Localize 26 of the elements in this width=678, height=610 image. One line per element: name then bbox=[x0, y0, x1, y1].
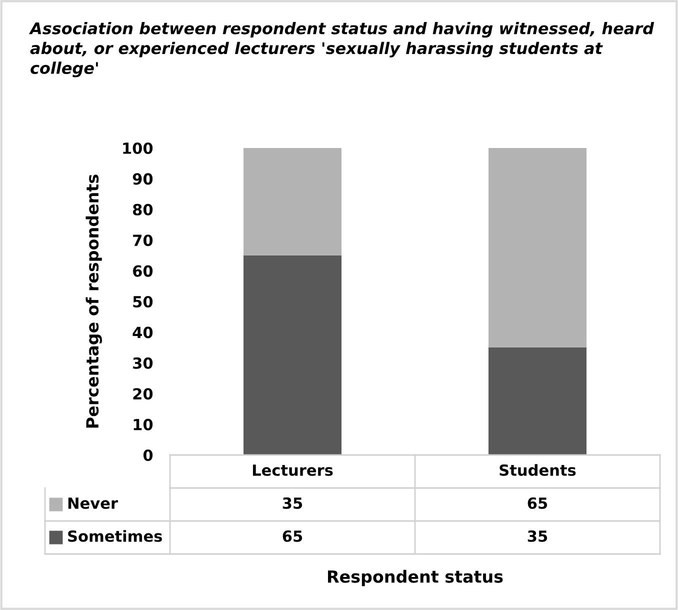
y-tick-label: 60 bbox=[133, 265, 153, 277]
y-tick-label: 70 bbox=[133, 234, 153, 246]
chart-title: Association between respondent status and having witnessed, heard about, or experienced lecturers 'sexually harassing students at college' bbox=[28, 22, 654, 78]
x-tick-label: Lecturers bbox=[252, 464, 333, 476]
y-tick-label: 90 bbox=[132, 173, 153, 185]
legend-label: Never bbox=[68, 498, 118, 509]
text: Respondent status bbox=[328, 570, 503, 586]
y-tick-label: 50 bbox=[133, 296, 153, 308]
x-tick-label: Students bbox=[500, 464, 576, 476]
y-tick-label: 80 bbox=[133, 204, 153, 216]
data-label: 65 bbox=[282, 530, 302, 542]
bar bbox=[488, 348, 586, 455]
bar bbox=[488, 148, 586, 348]
data-label: 35 bbox=[282, 497, 302, 509]
legend-label: Sometimes bbox=[68, 530, 162, 542]
y-tick-label: 0 bbox=[143, 449, 153, 462]
y-tick-label: 40 bbox=[132, 326, 153, 338]
y-tick-label: 30 bbox=[133, 357, 153, 369]
data-label: 35 bbox=[528, 530, 548, 542]
data-label: 65 bbox=[528, 497, 548, 509]
bar bbox=[244, 255, 342, 455]
y-tick-label: 100 bbox=[123, 142, 153, 154]
y-axis-title: Percentage of respondents bbox=[86, 174, 102, 428]
bar bbox=[244, 148, 342, 256]
y-tick-label: 10 bbox=[134, 418, 153, 430]
y-tick-label: 20 bbox=[133, 388, 153, 400]
